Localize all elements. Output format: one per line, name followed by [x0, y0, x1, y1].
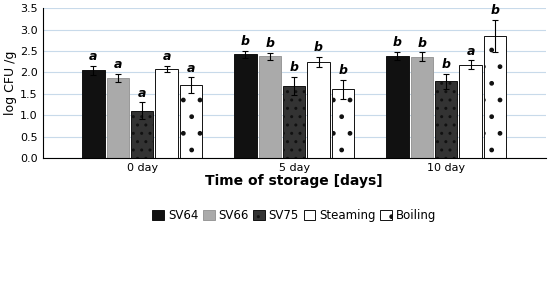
Text: b: b [290, 61, 299, 74]
Text: b: b [265, 37, 274, 50]
Bar [107, 78, 129, 158]
Bar [283, 86, 305, 158]
Bar [82, 70, 104, 158]
Bar [435, 81, 458, 158]
Bar [131, 111, 153, 158]
Bar [307, 62, 329, 158]
Text: a: a [89, 51, 97, 63]
Bar [156, 69, 178, 158]
Bar [180, 85, 202, 158]
Y-axis label: log CFU /g: log CFU /g [4, 51, 17, 115]
Bar [484, 36, 506, 158]
Bar [411, 57, 433, 158]
Text: b: b [491, 4, 499, 17]
Bar [258, 56, 281, 158]
Text: a: a [114, 58, 122, 71]
Text: b: b [442, 58, 451, 71]
Bar [459, 65, 482, 158]
Text: b: b [393, 36, 402, 49]
Bar [332, 89, 354, 158]
Bar [234, 54, 257, 158]
Text: a: a [138, 87, 146, 100]
Text: b: b [417, 37, 426, 50]
Text: a: a [466, 45, 475, 58]
Text: a: a [162, 51, 170, 63]
Text: b: b [314, 41, 323, 54]
X-axis label: Time of storage [days]: Time of storage [days] [205, 174, 383, 188]
Bar [386, 56, 409, 158]
Legend: SV64, SV66, SV75, Steaming, Boiling: SV64, SV66, SV75, Steaming, Boiling [148, 204, 441, 227]
Text: b: b [241, 35, 250, 48]
Text: a: a [187, 62, 195, 75]
Text: b: b [338, 65, 348, 77]
